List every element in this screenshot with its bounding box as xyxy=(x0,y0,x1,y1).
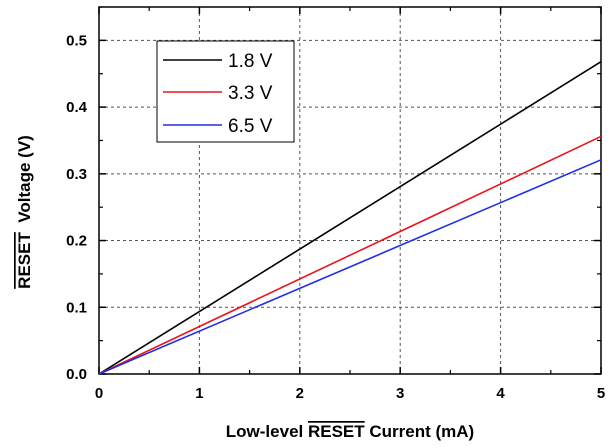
y-tick-label: 0.4 xyxy=(66,99,88,116)
legend-label: 3.3 V xyxy=(228,83,273,104)
y-axis-title-overlined: RESET xyxy=(15,232,34,289)
x-tick-label: 3 xyxy=(396,385,404,402)
y-tick-label: 0.1 xyxy=(66,299,87,316)
series-line-3 xyxy=(98,159,602,375)
x-tick-label: 2 xyxy=(296,385,304,402)
x-tick-label: 4 xyxy=(496,385,505,402)
y-tick-label: 0.2 xyxy=(66,233,87,250)
y-tick-label: 0.3 xyxy=(66,166,87,183)
series-line-1 xyxy=(98,61,602,375)
legend-label: 6.5 V xyxy=(228,116,273,137)
tick-labels: 0 1 2 3 4 5 0.0 0.1 0.2 0.3 0.4 0.5 xyxy=(66,32,605,402)
x-axis-title-overlined: RESET xyxy=(308,422,365,441)
ticks xyxy=(98,6,602,375)
legend: 1.8 V 3.3 V 6.5 V xyxy=(156,40,295,143)
y-tick-label: 0.5 xyxy=(66,32,87,49)
y-axis-title: RESET Voltage (V) xyxy=(15,135,34,289)
legend-label: 1.8 V xyxy=(228,51,273,72)
x-tick-label: 1 xyxy=(195,385,203,402)
x-tick-label: 5 xyxy=(597,385,605,402)
series-lines xyxy=(98,61,602,375)
x-tick-label: 0 xyxy=(95,385,103,402)
y-tick-label: 0.0 xyxy=(66,366,87,383)
series-line-2 xyxy=(98,135,602,375)
x-axis-title: Low-level RESET Current (mA) xyxy=(226,422,474,441)
